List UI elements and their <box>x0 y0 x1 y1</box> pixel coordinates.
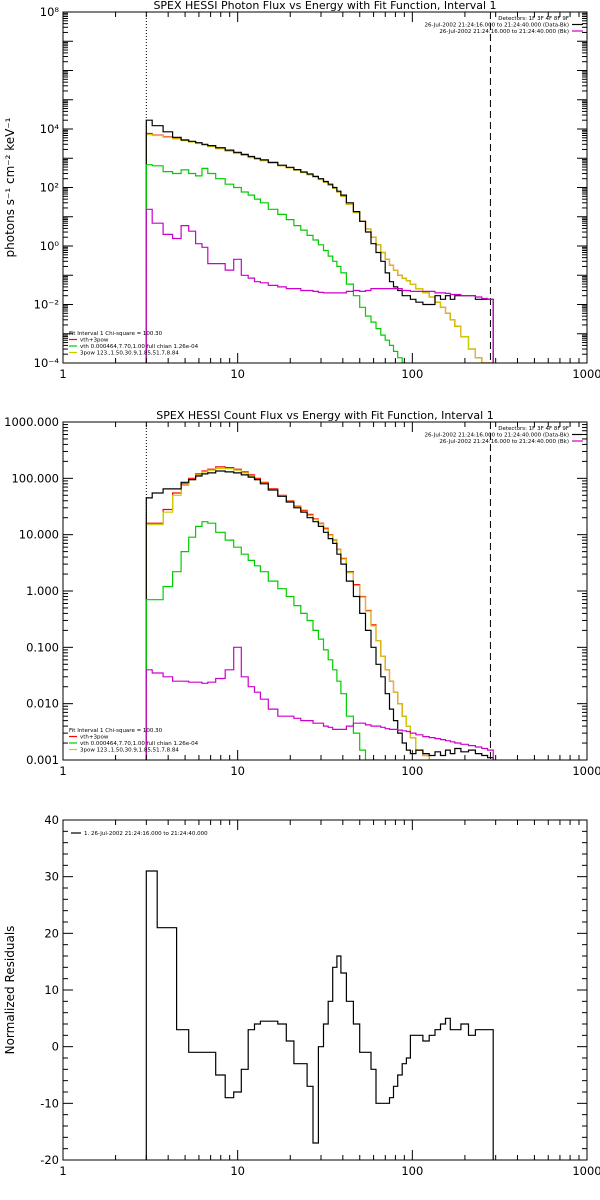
y-axis-label: photons s⁻¹ cm⁻² keV⁻¹ <box>3 117 17 257</box>
x-tick-label: 1000 <box>572 764 600 778</box>
y-tick-label: 0.010 <box>26 697 59 711</box>
series-line-1 <box>145 870 494 1160</box>
chart-2: SPEX HESSI Count Flux vs Energy with Fit… <box>4 409 600 778</box>
y-tick-label: 0.001 <box>26 753 59 767</box>
x-tick-label: 1 <box>59 367 66 381</box>
y-tick-label: 10⁻⁴ <box>34 356 60 370</box>
chart-title: SPEX HESSI Count Flux vs Energy with Fit… <box>156 409 493 422</box>
legend-entry: Detectors: 1F 3F 4F 8F 9F <box>498 426 569 432</box>
plot-area <box>145 422 494 760</box>
x-tick-label: 100 <box>401 764 423 778</box>
y-tick-label: 10⁰ <box>40 239 60 253</box>
y-tick-label: -10 <box>40 1096 59 1110</box>
plot-frame <box>62 819 588 1161</box>
series-line-3 <box>145 470 494 760</box>
legend-entry: 26-Jul-2002 21:24:16.000 to 21:24:40.000… <box>425 433 570 439</box>
legend-entry: Fit Interval 1 Chi-square = 100.30 <box>69 331 163 337</box>
y-tick-label: 1.000 <box>26 584 59 598</box>
legend-entry: 26-Jul-2002 21:24:16.000 to 21:24:40.000… <box>439 29 569 35</box>
plot-frame <box>62 421 588 761</box>
x-tick-label: 10 <box>230 367 245 381</box>
legend-entry: vth+3pow <box>80 735 109 741</box>
y-tick-label: 0.100 <box>26 640 59 654</box>
legend-entry: vth+3pow <box>80 338 109 344</box>
y-tick-label: 1000.000 <box>4 415 59 429</box>
series-line-2 <box>145 133 494 363</box>
series-line-5 <box>145 208 494 363</box>
series-line-2 <box>145 467 446 760</box>
series-line-4 <box>145 164 407 363</box>
x-tick-label: 1 <box>59 764 66 778</box>
series-line-5 <box>145 646 494 760</box>
chart-title: SPEX HESSI Photon Flux vs Energy with Fi… <box>153 0 496 12</box>
y-tick-label: 10⁻² <box>34 298 59 312</box>
x-tick-label: 10 <box>230 764 245 778</box>
y-tick-label: 10⁴ <box>40 122 60 136</box>
y-tick-label: 20 <box>44 926 59 940</box>
y-tick-label: 40 <box>44 813 59 827</box>
legend-entry: 26-Jul-2002 21:24:16.000 to 21:24:40.000… <box>425 23 570 29</box>
legend-entry: 3pow 123.,1.50,30.9,1.85,51.7,8.84 <box>80 351 179 357</box>
y-tick-label: 10² <box>40 181 59 195</box>
y-tick-label: 100.000 <box>11 471 59 485</box>
series-line-3 <box>145 119 494 363</box>
x-tick-label: 1 <box>59 1164 66 1178</box>
chart-3: 1 10 100 1000 -20 -10 0 10 20 30 40 Normalized Resi… <box>3 813 600 1178</box>
legend-entry: 1. 26-Jul-2002 21:24:16.000 to 21:24:40.… <box>84 831 208 837</box>
x-tick-label: 100 <box>401 1164 423 1178</box>
plot-area <box>145 12 494 363</box>
plot-frame <box>62 11 588 364</box>
y-tick-label: 10.000 <box>19 528 59 542</box>
legend-entry: vth 0.000464,7.70,1.00 full chian 1.26e-… <box>80 344 199 350</box>
legend-entry: vth 0.000464,7.70,1.00 full chian 1.26e-… <box>80 741 199 747</box>
x-tick-label: 1000 <box>572 367 600 381</box>
y-tick-label: 10⁸ <box>40 5 60 19</box>
series-line-1 <box>145 132 494 363</box>
y-tick-label: 10 <box>44 983 59 997</box>
x-tick-label: 10 <box>230 1164 245 1178</box>
plot-area <box>145 870 494 1160</box>
chart-1: SPEX HESSI Photon Flux vs Energy with Fi… <box>3 0 600 381</box>
y-tick-label: -20 <box>40 1153 59 1167</box>
x-tick-label: 100 <box>401 367 423 381</box>
legend-entry: Detectors: 1F 3F 4F 8F 9F <box>498 16 569 22</box>
series-line-4 <box>145 521 381 760</box>
y-axis-label: Normalized Residuals <box>3 926 17 1055</box>
legend-entry: Fit Interval 1 Chi-square = 100.30 <box>69 728 163 734</box>
legend-entry: 3pow 123.,1.50,30.9,1.85,51.7,8.84 <box>80 748 179 754</box>
y-tick-label: 30 <box>44 870 59 884</box>
x-tick-label: 1000 <box>572 1164 600 1178</box>
legend-entry: 26-Jul-2002 21:24:16.000 to 21:24:40.000… <box>439 439 569 445</box>
series-line-1 <box>145 466 446 760</box>
y-tick-label: 0 <box>52 1040 59 1054</box>
